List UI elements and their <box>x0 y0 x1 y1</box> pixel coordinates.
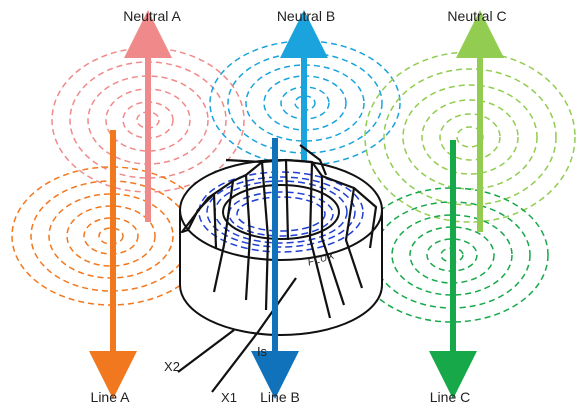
toroid-core <box>179 159 383 336</box>
label-line-c: Line C <box>430 389 470 405</box>
label-neutral-c: Neutral C <box>447 8 506 24</box>
label-neutral-a: Neutral A <box>123 8 181 24</box>
secondary-leads <box>177 277 297 393</box>
label-x2: X2 <box>164 359 180 374</box>
lead-x1 <box>211 277 297 393</box>
label-x1: X1 <box>221 390 237 405</box>
secondary-winding <box>180 144 378 319</box>
label-neutral-b: Neutral B <box>277 8 335 24</box>
field-rings-neutral-c <box>364 51 576 223</box>
lead-x2 <box>177 329 235 373</box>
label-is: Is <box>257 344 268 359</box>
label-line-b: Line B <box>260 389 300 405</box>
label-line-a: Line A <box>91 389 131 405</box>
